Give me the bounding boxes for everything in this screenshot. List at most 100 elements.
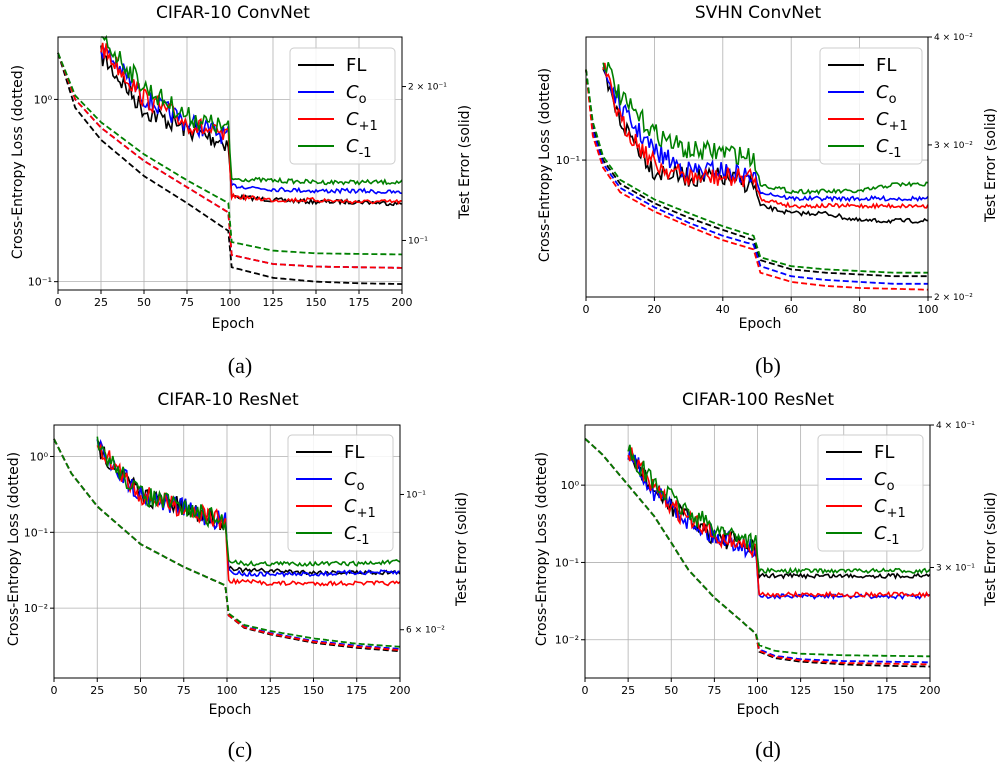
x-tick-label: 0 bbox=[55, 296, 62, 309]
x-tick-label: 125 bbox=[790, 684, 811, 697]
y-tick-label-left: 10⁰ bbox=[30, 450, 49, 463]
x-tick-label: 75 bbox=[177, 684, 191, 697]
y-tick-label-right: 4 × 10⁻¹ bbox=[936, 421, 975, 431]
legend-label: C+1 bbox=[876, 109, 908, 134]
x-tick-label: 200 bbox=[920, 684, 941, 697]
x-tick-label: 150 bbox=[833, 684, 854, 697]
plot-area: 0 25 50 75 100 125 150 175 200 10⁰ 10⁻¹ 2 × 10⁻¹ 10⁻… bbox=[28, 34, 447, 309]
plot-area: 0 25 50 75 100 125 150 175 200 10⁰ 10⁻¹ 10⁻² 10⁻¹ 6 ×… bbox=[24, 424, 445, 697]
panel-b: SVHN ConvNet Epoch Cross-Entropy Loss (d… bbox=[537, 3, 999, 378]
legend-label: C+1 bbox=[874, 496, 906, 521]
y-axis-label-left: Cross-Entropy Loss (dotted) bbox=[537, 68, 553, 262]
legend-box bbox=[817, 434, 924, 552]
y-tick-label-left: 10⁻¹ bbox=[556, 154, 580, 167]
x-tick-label: 200 bbox=[392, 296, 413, 309]
series-line-c_o-loss bbox=[585, 69, 928, 285]
x-tick-label: 25 bbox=[94, 296, 108, 309]
series-line-c_o-error bbox=[100, 43, 403, 195]
panel-caption: (a) bbox=[228, 353, 252, 378]
x-tick-label: 75 bbox=[707, 684, 721, 697]
y-tick-label-right: 2 × 10⁻¹ bbox=[408, 83, 447, 93]
legend: FL CoC+1C-1 bbox=[819, 47, 923, 165]
y-axis-label-right: Test Error (solid) bbox=[983, 108, 999, 223]
x-axis-label: Epoch bbox=[209, 702, 252, 718]
panel-title: CIFAR-100 ResNet bbox=[682, 390, 834, 410]
panel-a: CIFAR-10 ConvNet Epoch Cross-Entropy Los… bbox=[10, 3, 473, 378]
plot-area: 0 25 50 75 100 125 150 175 200 10⁰ 10⁻¹ 10⁻² 4 × 10⁻… bbox=[555, 421, 975, 697]
y-tick-label-right: 6 × 10⁻² bbox=[406, 626, 445, 636]
x-tick-label: 75 bbox=[180, 296, 194, 309]
panel-c: CIFAR-10 ResNet Epoch Cross-Entropy Loss… bbox=[6, 390, 470, 762]
series-line-c_minus1-loss bbox=[57, 52, 403, 256]
x-tick-label: 50 bbox=[134, 684, 148, 697]
legend-box bbox=[289, 47, 396, 165]
x-tick-label: 50 bbox=[137, 296, 151, 309]
x-tick-label: 125 bbox=[263, 296, 284, 309]
y-tick-label-left: 10⁰ bbox=[34, 93, 53, 106]
x-tick-label: 80 bbox=[853, 303, 867, 316]
x-tick-label: 175 bbox=[346, 684, 367, 697]
x-tick-label: 100 bbox=[918, 303, 939, 316]
legend-box bbox=[819, 47, 923, 165]
x-tick-label: 150 bbox=[306, 296, 327, 309]
legend-label: FL bbox=[876, 55, 896, 76]
panel-caption: (c) bbox=[228, 737, 252, 762]
y-tick-label-left: 10⁻² bbox=[24, 602, 48, 615]
y-axis-label-left: Cross-Entropy Loss (dotted) bbox=[6, 452, 22, 646]
y-tick-label-left: 10⁻² bbox=[555, 634, 579, 647]
series-line-c_o-error bbox=[627, 450, 931, 600]
x-tick-label: 50 bbox=[664, 684, 678, 697]
x-tick-label: 100 bbox=[220, 296, 241, 309]
legend-label: FL bbox=[346, 55, 366, 76]
axes-frame bbox=[585, 36, 929, 298]
series-line-c_plus1-error bbox=[602, 62, 929, 210]
series-line-fl-error bbox=[602, 68, 929, 225]
series-line-c_o-error bbox=[602, 66, 929, 203]
series-line-c_plus1-error bbox=[627, 447, 931, 599]
series-line-c_minus1-loss bbox=[584, 437, 930, 658]
y-tick-label-left: 10⁻¹ bbox=[555, 556, 579, 569]
legend: FL CoC+1C-1 bbox=[287, 434, 394, 552]
x-tick-label: 150 bbox=[303, 684, 324, 697]
series-line-fl-loss bbox=[57, 52, 403, 285]
y-axis-label-right: Test Error (solid) bbox=[983, 492, 999, 607]
series-line-fl-loss bbox=[585, 69, 928, 278]
series-line-c_plus1-loss bbox=[585, 69, 929, 291]
legend-label: Co bbox=[874, 469, 895, 494]
series-line-c_plus1-loss bbox=[57, 52, 402, 269]
y-tick-label-right: 4 × 10⁻² bbox=[934, 33, 973, 43]
x-axis-label: Epoch bbox=[737, 702, 780, 718]
legend-label: C+1 bbox=[344, 496, 376, 521]
legend: FL CoC+1C-1 bbox=[289, 47, 396, 165]
x-tick-label: 60 bbox=[784, 303, 798, 316]
x-tick-label: 200 bbox=[390, 684, 411, 697]
x-tick-label: 125 bbox=[260, 684, 281, 697]
legend-label: C-1 bbox=[876, 136, 902, 161]
x-tick-label: 0 bbox=[583, 303, 590, 316]
panel-d: CIFAR-100 ResNet Epoch Cross-Entropy Los… bbox=[534, 390, 999, 762]
x-tick-label: 100 bbox=[217, 684, 238, 697]
legend: FL CoC+1C-1 bbox=[817, 434, 924, 552]
y-tick-label-right: 10⁻¹ bbox=[406, 490, 426, 500]
legend-label: FL bbox=[874, 442, 894, 463]
x-tick-label: 40 bbox=[716, 303, 730, 316]
panel-title: CIFAR-10 ResNet bbox=[157, 390, 299, 410]
x-tick-label: 25 bbox=[90, 684, 104, 697]
y-axis-label-right: Test Error (solid) bbox=[457, 105, 473, 220]
x-axis-label: Epoch bbox=[212, 316, 255, 332]
y-tick-label-right: 2 × 10⁻² bbox=[934, 293, 973, 303]
x-tick-label: 25 bbox=[621, 684, 635, 697]
legend-box bbox=[287, 434, 394, 552]
x-tick-label: 0 bbox=[582, 684, 589, 697]
y-tick-label-right: 10⁻¹ bbox=[408, 236, 428, 246]
legend-label: C-1 bbox=[344, 523, 370, 548]
y-axis-label-right: Test Error (solid) bbox=[454, 492, 470, 607]
y-tick-label-left: 10⁻¹ bbox=[28, 276, 52, 289]
series-line-c_minus1-error bbox=[627, 444, 931, 575]
panel-title: CIFAR-10 ConvNet bbox=[156, 3, 310, 23]
legend-label: Co bbox=[346, 82, 367, 107]
legend-label: C-1 bbox=[874, 523, 900, 548]
y-tick-label-right: 3 × 10⁻² bbox=[934, 141, 973, 151]
x-tick-label: 100 bbox=[747, 684, 768, 697]
